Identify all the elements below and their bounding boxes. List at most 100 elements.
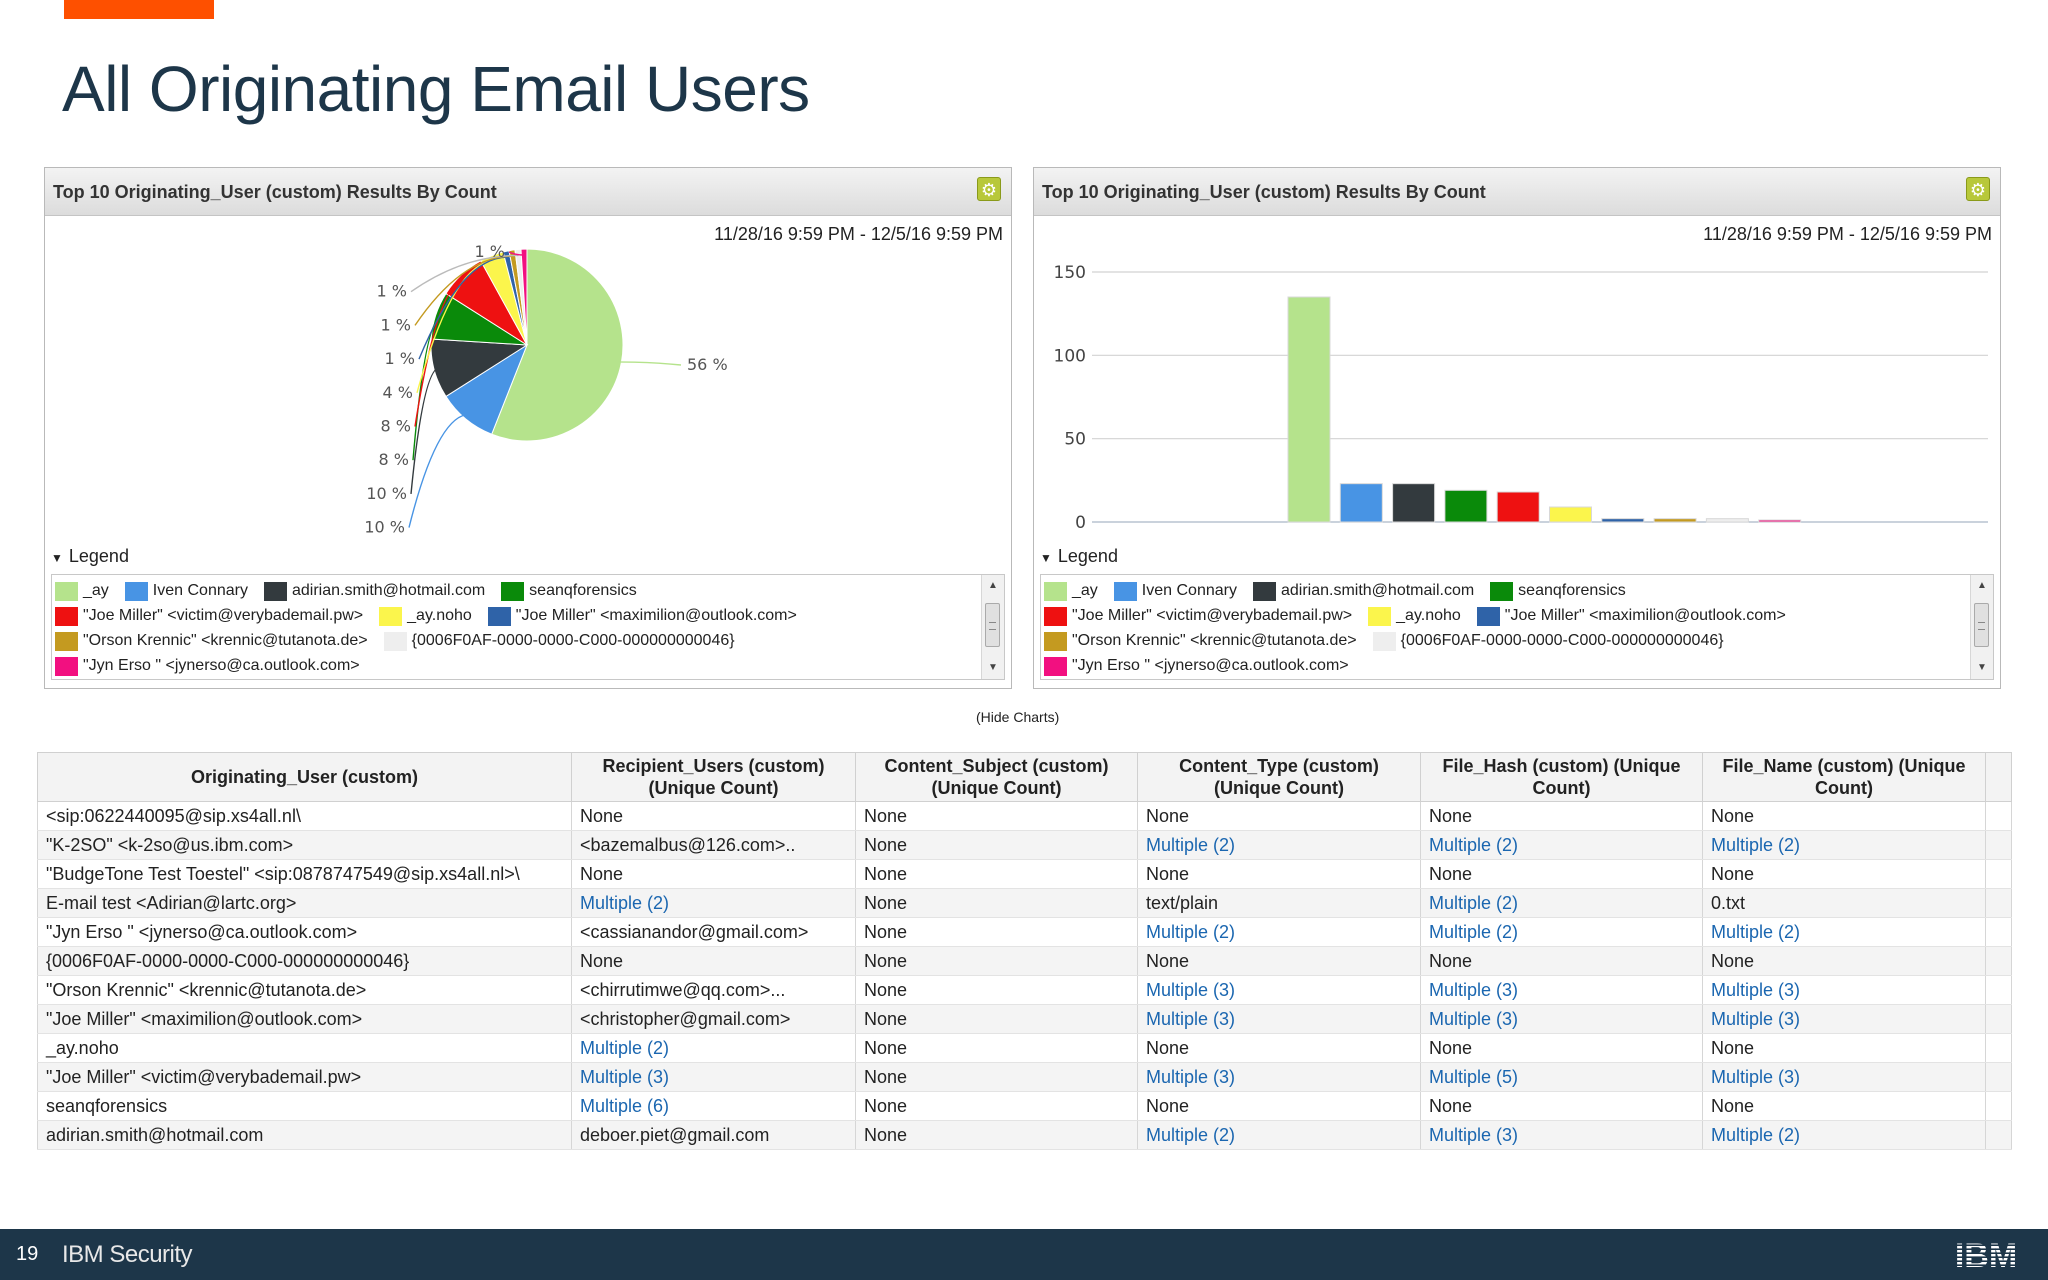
bar[interactable] xyxy=(1287,296,1331,523)
multiple-link[interactable]: Multiple (6) xyxy=(571,1091,856,1121)
legend-item[interactable]: "Joe Miller" <maximilion@outlook.com> xyxy=(487,606,797,626)
bar[interactable] xyxy=(1705,518,1749,523)
gear-icon[interactable]: ⚙ xyxy=(977,177,1001,201)
multiple-link[interactable]: Multiple (5) xyxy=(1420,1062,1703,1092)
multiple-link[interactable]: Multiple (3) xyxy=(1137,1004,1421,1034)
legend-scrollbar[interactable]: ▲ ▼ xyxy=(1970,575,1993,679)
multiple-link[interactable]: Multiple (3) xyxy=(1420,1004,1703,1034)
gear-icon[interactable]: ⚙ xyxy=(1966,177,1990,201)
column-header[interactable]: Recipient_Users (custom) (Unique Count) xyxy=(571,752,856,802)
table-cell: None xyxy=(1702,1033,1986,1063)
legend-item[interactable]: _ay xyxy=(55,581,109,601)
table-cell: None xyxy=(855,1033,1138,1063)
bar[interactable] xyxy=(1549,506,1592,523)
legend-item-label: _ay xyxy=(83,582,109,599)
table-row: {0006F0AF-0000-0000-C000-000000000046} No… xyxy=(37,946,2012,976)
column-header[interactable]: File_Hash (custom) (Unique Count) xyxy=(1420,752,1703,802)
legend-scrollbar[interactable]: ▲ ▼ xyxy=(981,575,1004,679)
multiple-link[interactable]: Multiple (3) xyxy=(1702,975,1986,1005)
legend-item[interactable]: "Joe Miller" <maximilion@outlook.com> xyxy=(1476,606,1786,626)
multiple-link[interactable]: Multiple (3) xyxy=(1420,975,1703,1005)
multiple-link[interactable]: Multiple (3) xyxy=(1420,1120,1703,1150)
legend-row: _ay Iven Connary adirian.smith@hotmail.com… xyxy=(1044,579,1642,603)
bar[interactable] xyxy=(1339,483,1383,523)
table-cell: E-mail test <Adirian@lartc.org> xyxy=(37,888,572,918)
legend-item[interactable]: "Jyn Erso " <jynerso@ca.outlook.com> xyxy=(55,656,360,676)
table-cell-filler xyxy=(1985,1091,2012,1121)
multiple-link[interactable]: Multiple (3) xyxy=(1702,1062,1986,1092)
table-cell-filler xyxy=(1985,888,2012,918)
scroll-up-icon[interactable]: ▲ xyxy=(988,580,998,591)
legend-item[interactable]: "Orson Krennic" <krennic@tutanota.de> xyxy=(1044,631,1357,651)
multiple-link[interactable]: Multiple (2) xyxy=(1137,917,1421,947)
table-cell: None xyxy=(1420,859,1703,889)
multiple-link[interactable]: Multiple (3) xyxy=(1702,1004,1986,1034)
bar[interactable] xyxy=(1758,519,1802,523)
scroll-down-icon[interactable]: ▼ xyxy=(988,662,998,673)
legend-item[interactable]: seanqforensics xyxy=(1490,581,1626,601)
hide-charts-link[interactable]: (Hide Charts) xyxy=(976,709,1060,725)
pie-data-label: 8 % xyxy=(379,450,409,469)
multiple-link[interactable]: Multiple (2) xyxy=(1702,1120,1986,1150)
legend-item[interactable]: "Orson Krennic" <krennic@tutanota.de> xyxy=(55,631,368,651)
scroll-thumb[interactable] xyxy=(985,603,1000,647)
multiple-link[interactable]: Multiple (2) xyxy=(1702,830,1986,860)
pie-slice[interactable] xyxy=(491,248,624,442)
legend-row: "Orson Krennic" <krennic@tutanota.de> {00… xyxy=(1044,629,1740,653)
bar[interactable] xyxy=(1392,483,1436,523)
legend-item[interactable]: _ay.noho xyxy=(379,606,472,626)
table-cell: None xyxy=(855,946,1138,976)
legend-row: "Orson Krennic" <krennic@tutanota.de> {00… xyxy=(55,629,751,653)
bar[interactable] xyxy=(1444,489,1488,523)
column-header[interactable]: Originating_User (custom) xyxy=(37,752,572,802)
table-cell: "BudgeTone Test Toestel" <sip:0878747549… xyxy=(37,859,572,889)
multiple-link[interactable]: Multiple (2) xyxy=(1420,888,1703,918)
table-cell-filler xyxy=(1985,801,2012,831)
bar[interactable] xyxy=(1601,518,1645,523)
legend-item[interactable]: Iven Connary xyxy=(1113,581,1237,601)
scroll-down-icon[interactable]: ▼ xyxy=(1977,662,1987,673)
legend-item[interactable]: {0006F0AF-0000-0000-C000-000000000046} xyxy=(383,631,735,651)
table-cell: None xyxy=(1702,801,1986,831)
multiple-link[interactable]: Multiple (2) xyxy=(1420,917,1703,947)
legend-item[interactable]: Iven Connary xyxy=(124,581,248,601)
legend-item[interactable]: seanqforensics xyxy=(501,581,637,601)
multiple-link[interactable]: Multiple (2) xyxy=(571,888,856,918)
legend-item[interactable]: adirian.smith@hotmail.com xyxy=(1252,581,1474,601)
pie-data-label: 10 % xyxy=(366,484,407,503)
table-cell: None xyxy=(855,859,1138,889)
pie-leader-line xyxy=(414,255,513,326)
legend-item[interactable]: _ay.noho xyxy=(1368,606,1461,626)
table-cell: None xyxy=(855,1091,1138,1121)
pie-slice[interactable] xyxy=(520,248,528,346)
multiple-link[interactable]: Multiple (2) xyxy=(1702,917,1986,947)
column-header[interactable]: Content_Type (custom) (Unique Count) xyxy=(1137,752,1421,802)
table-header-row: Originating_User (custom) Recipient_Users… xyxy=(37,752,2012,802)
bar[interactable] xyxy=(1653,518,1697,523)
legend-toggle[interactable]: ▼ Legend xyxy=(1040,546,1118,567)
multiple-link[interactable]: Multiple (3) xyxy=(1137,975,1421,1005)
legend-item[interactable]: {0006F0AF-0000-0000-C000-000000000046} xyxy=(1372,631,1724,651)
column-header[interactable]: File_Name (custom) (Unique Count) xyxy=(1702,752,1986,802)
table-cell: "Joe Miller" <maximilion@outlook.com> xyxy=(37,1004,572,1034)
scroll-thumb[interactable] xyxy=(1974,603,1989,647)
legend-toggle[interactable]: ▼ Legend xyxy=(51,546,129,567)
legend-item[interactable]: "Joe Miller" <victim@verybademail.pw> xyxy=(1044,606,1352,626)
column-header[interactable]: Content_Subject (custom) (Unique Count) xyxy=(855,752,1138,802)
legend-item[interactable]: "Joe Miller" <victim@verybademail.pw> xyxy=(55,606,364,626)
multiple-link[interactable]: Multiple (3) xyxy=(1137,1062,1421,1092)
multiple-link[interactable]: Multiple (2) xyxy=(1420,830,1703,860)
bar[interactable] xyxy=(1496,491,1540,523)
multiple-link[interactable]: Multiple (2) xyxy=(1137,1120,1421,1150)
table-cell: None xyxy=(571,801,856,831)
legend-item-label: "Joe Miller" <victim@verybademail.pw> xyxy=(83,607,364,624)
legend-item[interactable]: "Jyn Erso " <jynerso@ca.outlook.com> xyxy=(1044,656,1349,676)
multiple-link[interactable]: Multiple (2) xyxy=(1137,830,1421,860)
multiple-link[interactable]: Multiple (3) xyxy=(571,1062,856,1092)
scroll-up-icon[interactable]: ▲ xyxy=(1977,580,1987,591)
legend-item-label: {0006F0AF-0000-0000-C000-000000000046} xyxy=(1400,632,1724,649)
legend-item[interactable]: _ay xyxy=(1044,581,1098,601)
table-row: "Joe Miller" <victim@verybademail.pw> Mul… xyxy=(37,1062,2012,1092)
multiple-link[interactable]: Multiple (2) xyxy=(571,1033,856,1063)
legend-item[interactable]: adirian.smith@hotmail.com xyxy=(263,581,485,601)
